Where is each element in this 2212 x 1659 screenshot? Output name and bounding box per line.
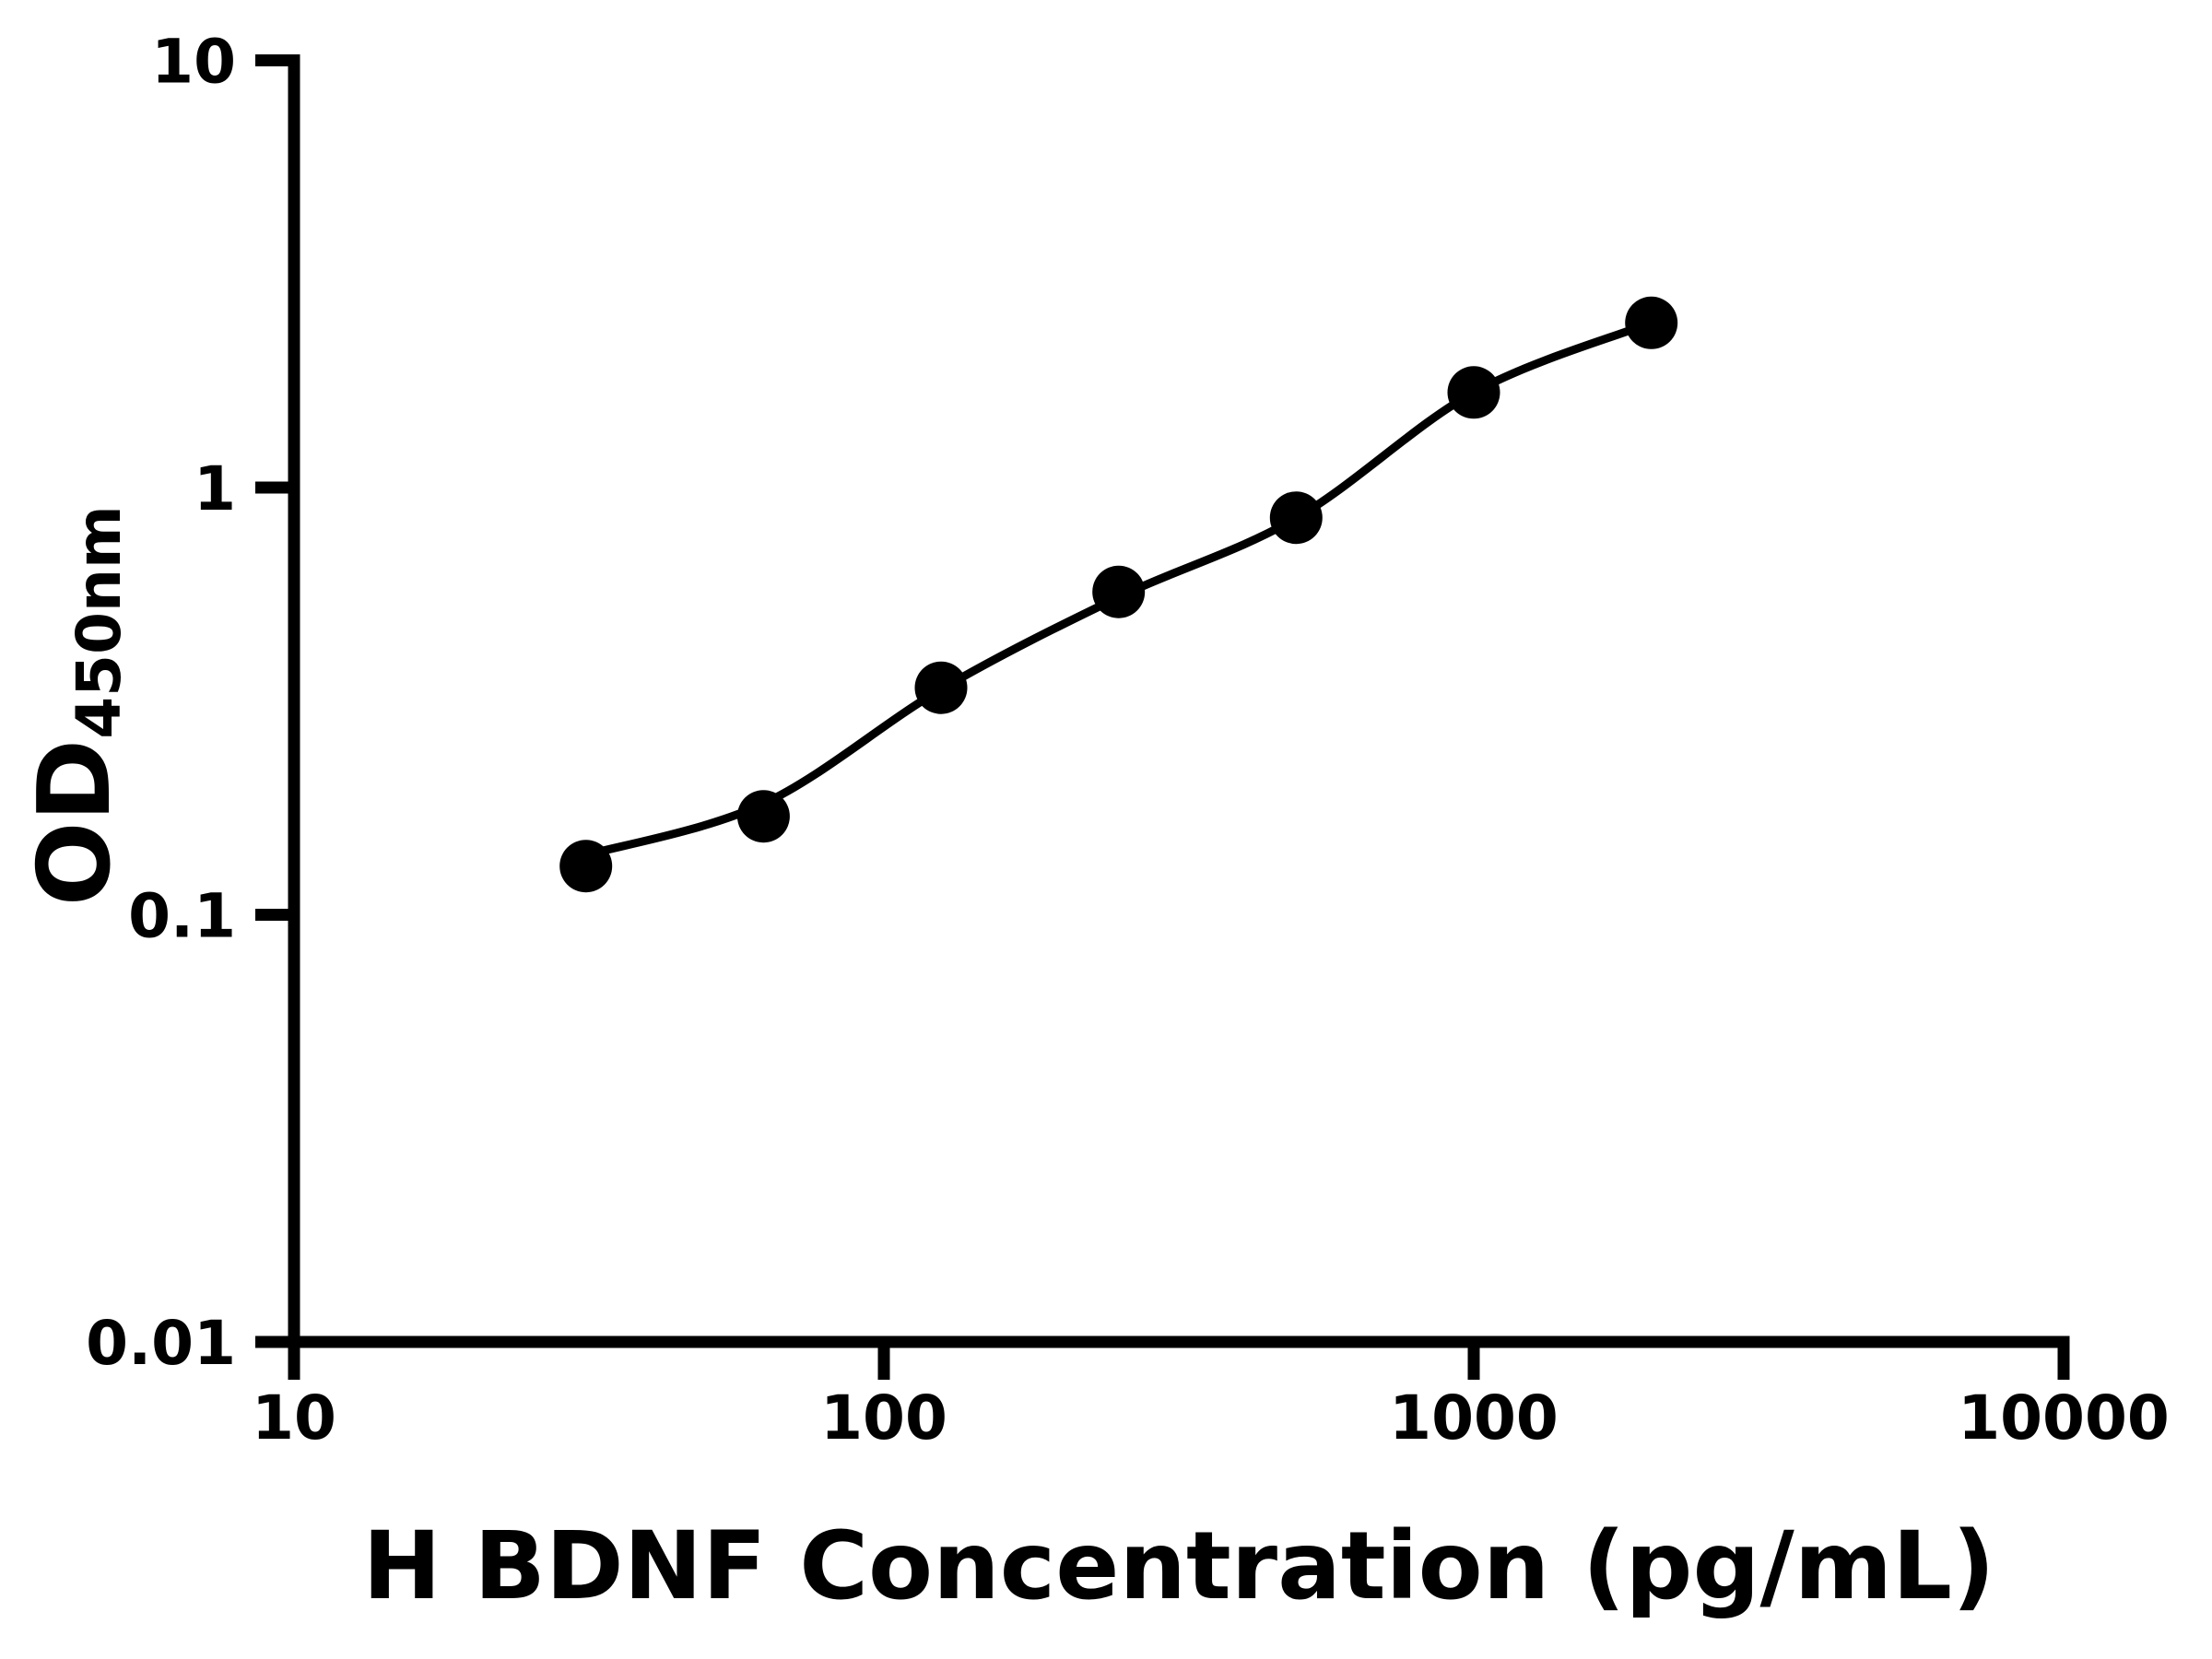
data-point <box>1269 491 1323 545</box>
y-axis-title: OD450nm <box>18 505 135 906</box>
x-axis-title: H BDNF Concentration (pg/mL) <box>362 1512 1994 1621</box>
data-point <box>1625 296 1678 349</box>
data-point <box>1447 366 1500 419</box>
y-tick-label: 0.01 <box>86 1308 236 1379</box>
x-tick-label: 1000 <box>1389 1382 1559 1453</box>
x-tick-label: 10 <box>252 1382 336 1453</box>
x-tick-label: 10000 <box>1958 1382 2170 1453</box>
y-tick-label: 0.1 <box>128 880 236 951</box>
data-points <box>559 296 1678 893</box>
y-axis-title-main: OD <box>18 739 133 906</box>
y-tick-label: 1 <box>194 453 236 524</box>
y-axis-title-subscript: 450nm <box>64 505 135 739</box>
data-point <box>914 661 968 714</box>
y-tick-label: 10 <box>151 26 236 97</box>
x-tick-label: 100 <box>820 1382 947 1453</box>
data-point <box>1092 565 1146 618</box>
data-point <box>736 790 790 843</box>
data-point <box>559 840 613 893</box>
